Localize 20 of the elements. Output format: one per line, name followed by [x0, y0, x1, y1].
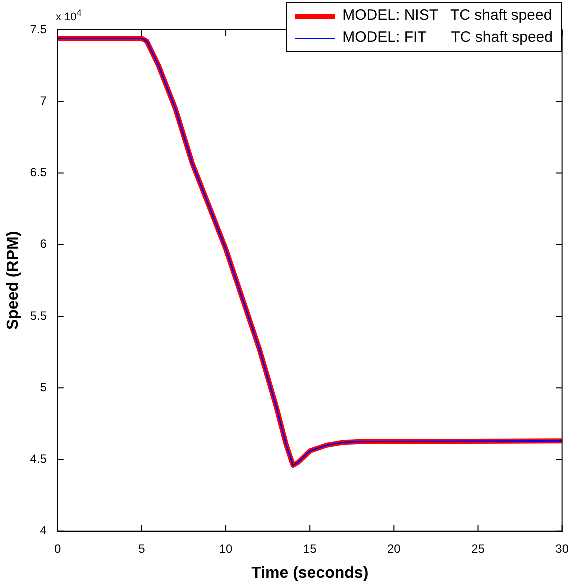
y-tick-label: 7	[40, 94, 48, 108]
x-tick-label: 0	[54, 542, 62, 556]
x-axis-title: Time (seconds)	[252, 564, 369, 582]
y-tick-label: 6.5	[30, 166, 48, 180]
y-tick-label: 6	[40, 237, 48, 252]
legend-label: MODEL: FIT TC shaft speed	[342, 28, 553, 48]
y-tick-label: 4.5	[30, 452, 48, 466]
y-tick-label: 5	[40, 380, 48, 394]
x-tick-label: 15	[303, 542, 318, 556]
y-tick-label: 4	[40, 524, 48, 538]
x-tick-label: 20	[388, 542, 402, 556]
x-tick-label: 5	[138, 542, 146, 556]
x-tick-label: 30	[556, 542, 570, 556]
text: x 10$^{4}$	[56, 8, 82, 24]
x-tick-label: 10	[219, 542, 234, 556]
y-axis-title: Speed (RPM)	[5, 231, 22, 330]
legend-label: MODEL: NIST TC shaft speed	[342, 6, 553, 26]
y-tick-label: 5.5	[30, 308, 48, 323]
x-tick-label: 25	[472, 542, 486, 556]
y-tick-label: 7.5	[30, 22, 48, 36]
